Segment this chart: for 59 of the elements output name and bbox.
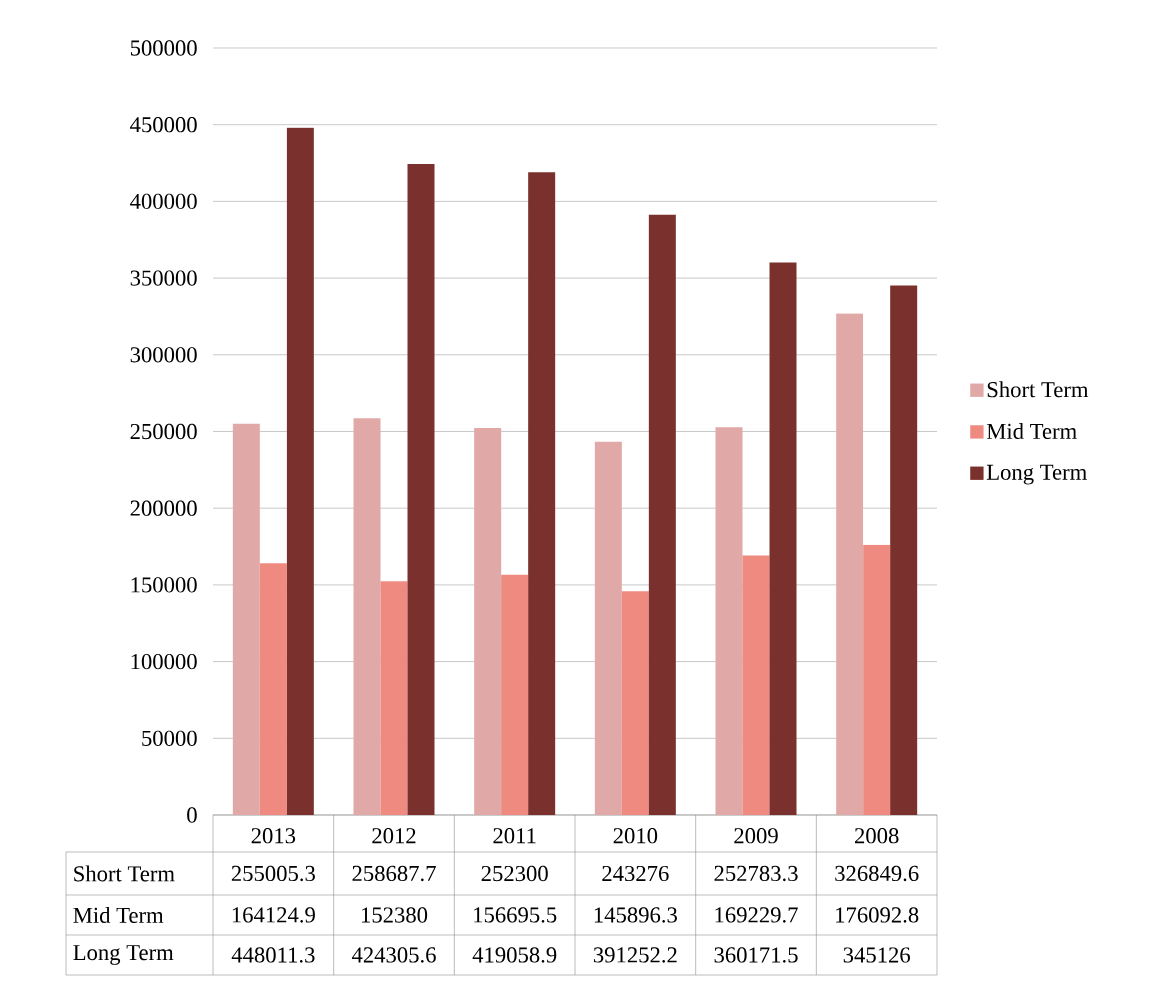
x-tick-label: 2009	[734, 828, 778, 844]
bar	[742, 555, 770, 815]
bar	[380, 581, 408, 815]
data-label: 345126	[843, 947, 911, 963]
y-tick-label: 50000	[142, 730, 197, 746]
text: Short Term	[74, 865, 175, 882]
bar	[232, 423, 260, 815]
y-tick-label: 100000	[131, 653, 197, 670]
legend-label: Mid Term	[986, 423, 1077, 440]
y-tick-label: 200000	[130, 500, 197, 516]
bar	[528, 172, 556, 815]
data-label: 448011.3	[231, 947, 315, 963]
data-label: 145896.3	[594, 907, 677, 923]
text: Long Term	[73, 945, 174, 965]
x-tick-label: 2012	[372, 828, 416, 844]
bar	[715, 427, 743, 815]
data-label: 424305.6	[351, 947, 436, 963]
data-label: 360171.5	[714, 947, 798, 963]
bar	[863, 544, 891, 815]
data-label: 255005.3	[231, 865, 315, 882]
x-tick-label: 2013	[251, 828, 296, 844]
legend-label: Long Term	[986, 464, 1087, 485]
data-label: 176092.8	[836, 907, 919, 923]
bar	[353, 418, 381, 815]
bar	[259, 563, 287, 815]
data-label: 243276	[602, 865, 669, 882]
bar	[286, 127, 314, 815]
data-label: 156695.5	[474, 907, 557, 923]
y-tick-label: 400000	[130, 193, 197, 210]
data-label: 252300	[481, 865, 548, 882]
data-label: 326849.6	[835, 865, 919, 882]
data-label: 169229.7	[715, 907, 798, 923]
y-tick-label: 450000	[130, 117, 197, 133]
bar	[769, 262, 797, 815]
bar	[594, 441, 622, 815]
data-label: 152380	[361, 907, 428, 923]
bar	[648, 214, 676, 815]
data-label: 391252.2	[593, 947, 677, 963]
data-label: 258687.7	[352, 865, 436, 882]
text: Mid Term	[73, 907, 164, 923]
data-label: 252783.3	[714, 865, 798, 882]
bar	[621, 591, 649, 815]
bar	[407, 164, 435, 815]
x-tick-label: 2008	[855, 828, 899, 844]
y-tick-label: 500000	[130, 40, 197, 56]
data-label: 419058.9	[472, 947, 557, 963]
y-tick-label: 300000	[130, 347, 197, 363]
legend-label: Short Term	[987, 381, 1089, 398]
bar	[836, 313, 864, 815]
bar	[890, 285, 918, 815]
y-tick-label: 250000	[130, 423, 197, 440]
x-tick-label: 2010	[613, 828, 658, 844]
bar	[474, 427, 502, 815]
bar	[501, 574, 529, 815]
data-label: 164124.9	[232, 907, 315, 923]
y-tick-label: 350000	[130, 270, 197, 286]
y-tick-label: 0	[187, 807, 197, 823]
x-tick-label: 2011	[493, 828, 536, 844]
y-tick-label: 150000	[131, 577, 197, 593]
